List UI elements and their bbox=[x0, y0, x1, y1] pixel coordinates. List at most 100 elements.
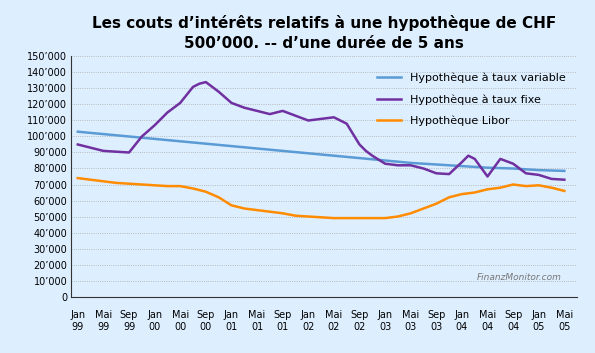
Hypothèque Libor bbox=[394, 214, 402, 219]
Hypothèque à taux variable bbox=[126, 134, 133, 139]
Line: Hypothèque Libor: Hypothèque Libor bbox=[78, 178, 564, 218]
Text: 99: 99 bbox=[98, 322, 109, 332]
Hypothèque à taux fixe bbox=[267, 112, 274, 116]
Hypothèque Libor bbox=[177, 184, 184, 188]
Line: Hypothèque à taux variable: Hypothèque à taux variable bbox=[78, 132, 564, 171]
Hypothèque Libor bbox=[253, 208, 261, 212]
Hypothèque à taux fixe bbox=[196, 82, 203, 86]
Hypothèque Libor bbox=[471, 190, 478, 195]
Hypothèque à taux variable bbox=[381, 158, 389, 163]
Hypothèque à taux fixe bbox=[215, 90, 222, 94]
Hypothèque Libor bbox=[74, 176, 82, 180]
Text: 03: 03 bbox=[430, 322, 443, 332]
Hypothèque à taux variable bbox=[253, 146, 261, 151]
Text: Jan: Jan bbox=[300, 310, 316, 320]
Hypothèque à taux fixe bbox=[100, 149, 107, 153]
Hypothèque à taux fixe bbox=[560, 178, 568, 182]
Text: 99: 99 bbox=[123, 322, 135, 332]
Text: 05: 05 bbox=[533, 322, 545, 332]
Text: 03: 03 bbox=[405, 322, 417, 332]
Hypothèque à taux variable bbox=[356, 156, 363, 160]
Hypothèque à taux variable bbox=[279, 149, 286, 153]
Hypothèque à taux fixe bbox=[189, 85, 196, 89]
Hypothèque Libor bbox=[369, 216, 376, 220]
Hypothèque à taux variable bbox=[484, 166, 491, 170]
Hypothèque à taux fixe bbox=[202, 80, 209, 84]
Text: Sep: Sep bbox=[350, 310, 369, 320]
Hypothèque à taux variable bbox=[305, 151, 312, 155]
Hypothèque Libor bbox=[202, 190, 209, 194]
Hypothèque à taux fixe bbox=[548, 177, 555, 181]
Hypothèque à taux fixe bbox=[433, 171, 440, 175]
Hypothèque à taux fixe bbox=[183, 93, 190, 97]
Hypothèque Libor bbox=[535, 183, 542, 187]
Hypothèque à taux fixe bbox=[484, 174, 491, 179]
Text: 00: 00 bbox=[174, 322, 186, 332]
Hypothèque à taux fixe bbox=[305, 118, 312, 122]
Hypothèque Libor bbox=[138, 183, 145, 187]
Text: 02: 02 bbox=[328, 322, 340, 332]
Hypothèque à taux fixe bbox=[509, 162, 516, 166]
Legend: Hypothèque à taux variable, Hypothèque à taux fixe, Hypothèque Libor: Hypothèque à taux variable, Hypothèque à… bbox=[371, 67, 572, 132]
Hypothèque Libor bbox=[318, 215, 325, 220]
Hypothèque à taux variable bbox=[407, 161, 414, 165]
Title: Les couts d’intérêts relatifs à une hypothèque de CHF
500’000. -- d’une durée de: Les couts d’intérêts relatifs à une hypo… bbox=[92, 15, 556, 51]
Text: Sep: Sep bbox=[197, 310, 215, 320]
Hypothèque à taux variable bbox=[202, 142, 209, 146]
Hypothèque à taux fixe bbox=[112, 150, 120, 154]
Hypothèque Libor bbox=[87, 178, 94, 182]
Hypothèque Libor bbox=[407, 211, 414, 215]
Hypothèque à taux fixe bbox=[465, 154, 472, 158]
Hypothèque Libor bbox=[241, 207, 248, 211]
Hypothèque à taux fixe bbox=[228, 101, 235, 105]
Text: 99: 99 bbox=[71, 322, 84, 332]
Hypothèque à taux fixe bbox=[164, 110, 171, 115]
Hypothèque Libor bbox=[509, 183, 516, 187]
Text: Mai: Mai bbox=[556, 310, 573, 320]
Text: Sep: Sep bbox=[504, 310, 522, 320]
Hypothèque à taux fixe bbox=[369, 154, 376, 158]
Text: 00: 00 bbox=[149, 322, 161, 332]
Hypothèque à taux fixe bbox=[343, 121, 350, 126]
Hypothèque à taux fixe bbox=[138, 134, 145, 139]
Text: Jan: Jan bbox=[224, 310, 239, 320]
Hypothèque Libor bbox=[458, 192, 465, 196]
Hypothèque Libor bbox=[267, 210, 274, 214]
Text: Jan: Jan bbox=[147, 310, 162, 320]
Hypothèque à taux fixe bbox=[394, 163, 402, 167]
Hypothèque Libor bbox=[305, 214, 312, 219]
Hypothèque Libor bbox=[522, 184, 530, 188]
Hypothèque à taux variable bbox=[74, 130, 82, 134]
Hypothèque à taux variable bbox=[458, 164, 465, 168]
Hypothèque Libor bbox=[381, 216, 389, 220]
Hypothèque à taux variable bbox=[330, 154, 337, 158]
Hypothèque à taux fixe bbox=[497, 157, 504, 161]
Hypothèque Libor bbox=[548, 186, 555, 190]
Hypothèque à taux fixe bbox=[74, 142, 82, 146]
Text: 01: 01 bbox=[251, 322, 263, 332]
Hypothèque à taux variable bbox=[560, 169, 568, 173]
Hypothèque à taux fixe bbox=[292, 114, 299, 118]
Hypothèque Libor bbox=[189, 186, 196, 191]
Text: 04: 04 bbox=[507, 322, 519, 332]
Hypothèque à taux fixe bbox=[318, 117, 325, 121]
Text: Jan: Jan bbox=[70, 310, 85, 320]
Hypothèque Libor bbox=[228, 203, 235, 208]
Hypothèque à taux fixe bbox=[420, 166, 427, 170]
Text: 02: 02 bbox=[302, 322, 315, 332]
Text: FinanzMonitor.com: FinanzMonitor.com bbox=[477, 273, 562, 282]
Hypothèque Libor bbox=[484, 187, 491, 191]
Hypothèque à taux variable bbox=[151, 137, 158, 141]
Text: Mai: Mai bbox=[95, 310, 112, 320]
Hypothèque Libor bbox=[433, 202, 440, 206]
Text: Sep: Sep bbox=[120, 310, 138, 320]
Text: Jan: Jan bbox=[455, 310, 469, 320]
Hypothèque à taux variable bbox=[100, 132, 107, 136]
Hypothèque à taux variable bbox=[177, 139, 184, 143]
Hypothèque Libor bbox=[343, 216, 350, 220]
Hypothèque Libor bbox=[497, 186, 504, 190]
Text: Mai: Mai bbox=[249, 310, 266, 320]
Text: Sep: Sep bbox=[274, 310, 292, 320]
Hypothèque à taux variable bbox=[433, 162, 440, 167]
Hypothèque Libor bbox=[100, 179, 107, 184]
